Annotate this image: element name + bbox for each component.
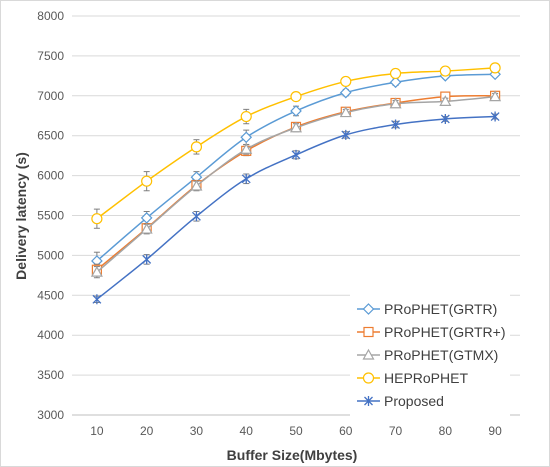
data-point bbox=[190, 141, 203, 153]
y-tick-label: 3500 bbox=[37, 368, 64, 382]
data-point bbox=[142, 254, 152, 265]
y-tick-label: 4500 bbox=[37, 288, 64, 302]
data-point bbox=[90, 265, 103, 277]
data-point bbox=[191, 211, 201, 222]
y-tick-label: 4000 bbox=[37, 328, 64, 342]
data-point bbox=[489, 90, 502, 102]
data-point bbox=[389, 76, 402, 89]
y-axis-title: Delivery latency (s) bbox=[13, 152, 29, 280]
data-point bbox=[291, 149, 301, 160]
x-tick-labels: 10 20 30 40 50 60 70 80 90 bbox=[90, 424, 502, 438]
data-point bbox=[490, 111, 500, 122]
data-point bbox=[290, 105, 302, 117]
data-point bbox=[489, 62, 501, 74]
legend-label: Proposed bbox=[384, 393, 444, 409]
data-point bbox=[240, 143, 253, 154]
y-tick-label: 5500 bbox=[37, 209, 64, 223]
data-point bbox=[240, 131, 253, 144]
data-point bbox=[341, 129, 351, 140]
legend-item: HEPRoPHET bbox=[357, 370, 468, 386]
data-point bbox=[439, 95, 452, 106]
series-line bbox=[96, 67, 496, 220]
x-tick-label: 10 bbox=[90, 424, 104, 438]
series-proposed bbox=[92, 111, 500, 305]
data-point bbox=[141, 175, 153, 187]
series-heprophet bbox=[91, 62, 501, 229]
legend-item: Proposed bbox=[357, 393, 444, 409]
x-tick-label: 90 bbox=[488, 424, 502, 438]
data-point bbox=[240, 110, 252, 123]
legend-item: PRoPHET(GRTR+) bbox=[357, 324, 505, 340]
series-prophet-gtmx- bbox=[90, 90, 502, 279]
legend-label: PRoPHET(GRTR+) bbox=[384, 324, 505, 340]
y-tick-label: 6000 bbox=[37, 169, 64, 183]
legend-item: PRoPHET(GTMX) bbox=[357, 347, 498, 363]
y-tick-label: 6500 bbox=[37, 129, 64, 143]
data-point bbox=[339, 86, 352, 99]
y-tick-label: 7500 bbox=[37, 49, 64, 63]
data-point bbox=[190, 179, 203, 191]
data-point bbox=[364, 396, 373, 406]
x-tick-label: 30 bbox=[190, 424, 204, 438]
data-point bbox=[92, 294, 102, 305]
y-tick-label: 3000 bbox=[37, 408, 64, 422]
data-point bbox=[363, 326, 374, 338]
y-tick-label: 8000 bbox=[37, 9, 64, 23]
legend-background bbox=[350, 290, 510, 422]
legend-label: PRoPHET(GRTR) bbox=[384, 301, 497, 317]
data-point bbox=[289, 121, 303, 133]
x-tick-label: 40 bbox=[240, 424, 254, 438]
legend: PRoPHET(GRTR) PRoPHET(GRTR+) PRoPHET(GTMX)… bbox=[350, 290, 510, 422]
data-point bbox=[362, 303, 375, 315]
data-point bbox=[340, 75, 352, 88]
data-point bbox=[362, 372, 375, 384]
data-point bbox=[391, 119, 401, 130]
x-tick-label: 70 bbox=[389, 424, 403, 438]
data-point bbox=[439, 65, 451, 77]
series-layer bbox=[90, 62, 502, 305]
legend-label: HEPRoPHET bbox=[384, 370, 468, 386]
x-tick-label: 80 bbox=[439, 424, 453, 438]
data-point bbox=[241, 173, 251, 184]
data-point bbox=[290, 90, 302, 103]
y-tick-labels: 3000 3500 4000 4500 5000 5500 6000 6500 7000 7500… bbox=[37, 9, 64, 422]
legend-label: PRoPHET(GTMX) bbox=[384, 347, 498, 363]
data-point bbox=[140, 222, 153, 234]
data-point bbox=[91, 213, 103, 225]
data-point bbox=[362, 348, 375, 360]
x-tick-label: 20 bbox=[140, 424, 154, 438]
y-tick-label: 7000 bbox=[37, 89, 64, 103]
legend-item: PRoPHET(GRTR) bbox=[357, 301, 497, 317]
data-point bbox=[339, 106, 352, 118]
series-prophet-grtr- bbox=[91, 68, 501, 271]
x-tick-label: 60 bbox=[339, 424, 353, 438]
series-line bbox=[96, 115, 496, 300]
data-point bbox=[389, 97, 402, 109]
data-point bbox=[389, 67, 402, 80]
x-tick-label: 50 bbox=[289, 424, 303, 438]
x-axis-title: Buffer Size(Mbytes) bbox=[227, 447, 358, 463]
data-point bbox=[440, 113, 450, 124]
y-tick-label: 5000 bbox=[37, 248, 64, 262]
